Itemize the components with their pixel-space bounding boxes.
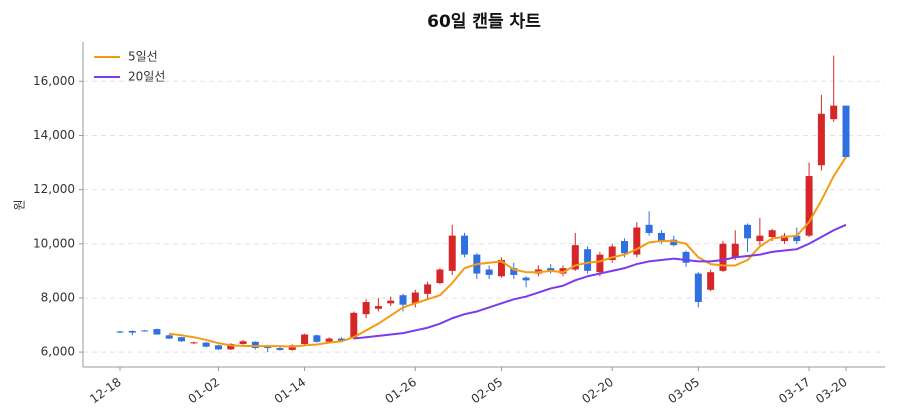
candle-body <box>301 334 309 344</box>
candle-body <box>227 343 235 350</box>
y-tick-label: 6,000 <box>41 345 75 359</box>
candle-body <box>768 230 776 237</box>
ma-line <box>169 156 847 348</box>
candle-body <box>128 330 136 333</box>
candle-body <box>780 235 788 242</box>
legend-label: 5일선 <box>128 50 158 64</box>
candle-body <box>399 295 407 305</box>
y-tick-label: 12,000 <box>33 182 75 196</box>
candle-body <box>497 260 505 277</box>
candle-body <box>239 341 247 344</box>
candle-body <box>559 268 567 274</box>
y-tick-label: 10,000 <box>33 236 75 250</box>
candle-body <box>657 232 665 242</box>
x-tick-label: 02-20 <box>579 375 616 406</box>
ma-line <box>353 223 847 340</box>
y-tick-label: 14,000 <box>33 128 75 142</box>
candle-body <box>350 312 358 339</box>
candle-body <box>374 306 382 309</box>
candle-body <box>744 224 752 239</box>
candle-body <box>682 251 690 263</box>
candle-body <box>547 268 555 271</box>
y-tick-label: 16,000 <box>33 74 75 88</box>
candle-body <box>842 105 850 158</box>
candle-body <box>153 329 161 335</box>
candle-body <box>178 337 186 342</box>
candle-body <box>756 235 764 242</box>
chart-title: 60일 캔들 차트 <box>427 12 541 32</box>
candle-body <box>313 335 321 342</box>
x-tick-label: 01-26 <box>382 375 419 406</box>
x-tick-label: 12-18 <box>87 375 124 406</box>
candle-body <box>461 235 469 255</box>
x-tick-label: 03-05 <box>665 375 702 406</box>
y-tick-label: 8,000 <box>41 290 75 304</box>
candle-body <box>707 272 715 290</box>
candle-body <box>362 302 370 315</box>
candle-body <box>411 292 419 304</box>
candle-body <box>633 227 641 255</box>
x-tick-label: 02-05 <box>469 375 506 406</box>
candle-body <box>670 239 678 246</box>
candle-body <box>805 176 813 236</box>
x-tick-label: 03-17 <box>776 375 813 406</box>
candle-body <box>694 273 702 302</box>
candle-body <box>608 246 616 261</box>
candle-body <box>251 341 259 349</box>
candle-body <box>337 338 345 341</box>
x-tick-label: 01-02 <box>186 375 223 406</box>
candle-body <box>202 342 210 347</box>
candle-body <box>830 105 838 120</box>
candle-body <box>571 245 579 270</box>
candle-body <box>510 268 518 275</box>
candle-body <box>141 330 149 332</box>
candle-body <box>325 338 333 342</box>
candle-body <box>214 345 222 350</box>
candle-body <box>522 277 530 281</box>
y-axis-label: 원 <box>13 199 27 210</box>
candle-body <box>387 300 395 304</box>
candle-body <box>436 269 444 284</box>
candle-body <box>165 335 173 339</box>
candle-body <box>116 331 124 333</box>
candle-body <box>276 348 284 350</box>
candle-body <box>719 243 727 271</box>
legend-label: 20일선 <box>128 70 165 84</box>
candle-body <box>424 284 432 294</box>
candle-body <box>584 249 592 271</box>
x-tick-label: 01-14 <box>272 375 309 406</box>
candle-body <box>645 224 653 233</box>
candle-body <box>596 254 604 273</box>
candle-body <box>731 243 739 258</box>
candle-body <box>485 269 493 275</box>
candle-body <box>448 235 456 271</box>
candle-body <box>793 235 801 242</box>
candle-body <box>190 342 198 344</box>
candle-body <box>817 113 825 166</box>
x-tick-label: 03-20 <box>813 375 850 406</box>
candle-body <box>621 241 629 254</box>
